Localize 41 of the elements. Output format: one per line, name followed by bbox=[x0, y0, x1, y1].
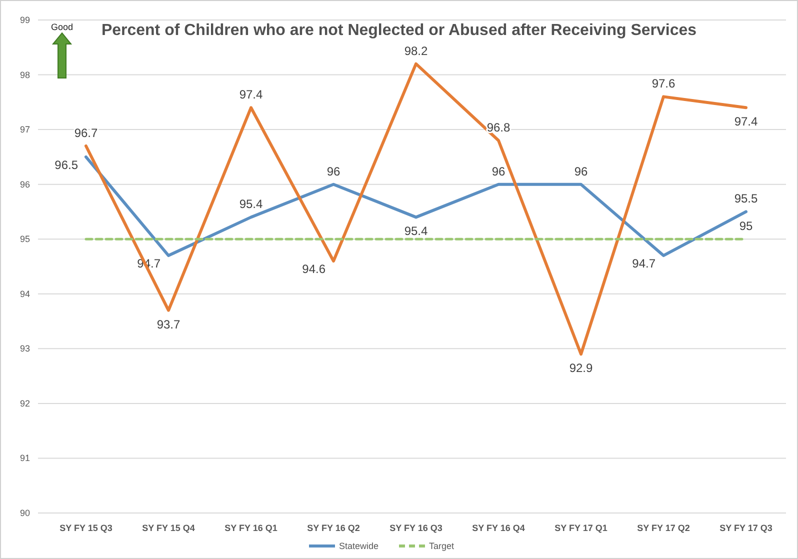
data-label: 96 bbox=[574, 164, 588, 178]
data-label: 96.8 bbox=[486, 120, 510, 135]
y-tick-label: 90 bbox=[20, 508, 30, 518]
y-tick-label: 99 bbox=[20, 15, 30, 25]
y-tick-label: 94 bbox=[20, 288, 30, 299]
x-tick-label: SY FY 17 Q2 bbox=[637, 523, 690, 533]
data-label: 95.5 bbox=[734, 192, 758, 206]
data-label: 98.2 bbox=[404, 44, 428, 58]
data-label: 97.4 bbox=[239, 88, 263, 102]
legend-label: Statewide bbox=[339, 541, 379, 551]
data-label: 95 bbox=[739, 219, 753, 234]
data-label: 93.7 bbox=[156, 317, 180, 332]
y-tick-label: 91 bbox=[20, 453, 30, 464]
data-label: 95.4 bbox=[239, 197, 263, 212]
x-tick-label: SY FY 17 Q1 bbox=[554, 523, 608, 533]
annotation: Good bbox=[50, 22, 74, 32]
data-label: 96.7 bbox=[74, 126, 98, 140]
y-tick-label: 98 bbox=[20, 70, 30, 80]
data-label: 94.6 bbox=[302, 262, 326, 276]
y-tick-label: 93 bbox=[20, 344, 30, 354]
data-label: 92.9 bbox=[569, 361, 593, 376]
x-tick-label: SY FY 16 Q2 bbox=[307, 523, 360, 533]
data-label: 95.4 bbox=[404, 224, 428, 238]
data-label: 96 bbox=[326, 164, 340, 178]
y-tick-label: 97 bbox=[20, 124, 30, 135]
x-tick-label: SY FY 15 Q4 bbox=[142, 523, 195, 533]
chart-title: Percent of Children who are not Neglected or Abused after Receiving Services bbox=[101, 22, 697, 39]
data-label: 96 bbox=[492, 164, 506, 178]
data-label: 94.7 bbox=[632, 256, 656, 271]
data-label: 96.5 bbox=[54, 158, 78, 172]
data-label: 97.4 bbox=[734, 114, 758, 129]
x-tick-label: SY FY 16 Q3 bbox=[390, 523, 442, 533]
x-tick-label: SY FY 16 Q1 bbox=[224, 523, 278, 533]
data-label: 97.6 bbox=[652, 76, 676, 91]
y-tick-label: 92 bbox=[20, 398, 30, 408]
y-tick-label: 96 bbox=[20, 179, 30, 190]
legend-label: Target bbox=[429, 541, 455, 551]
x-tick-label: SY FY 16 Q4 bbox=[472, 523, 525, 533]
x-tick-label: SY FY 15 Q3 bbox=[60, 523, 112, 533]
y-tick-label: 95 bbox=[20, 234, 30, 244]
x-tick-label: SY FY 17 Q3 bbox=[720, 523, 772, 533]
